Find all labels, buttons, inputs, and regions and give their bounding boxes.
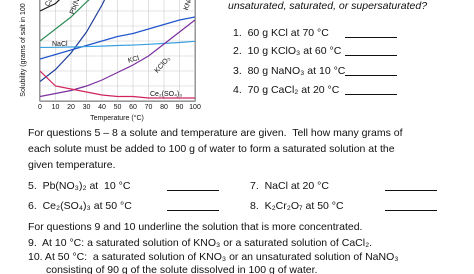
instructions: For questions 5 – 8 a solute and tempera… [28, 127, 403, 139]
question: 4. 70 g CaCl₂ at 20 °C [233, 84, 340, 96]
y-axis-label: Solubility (grams of salt in 100 [20, 3, 27, 96]
solubility-curve [40, 40, 195, 49]
solubility-curve [40, 19, 195, 98]
curve-label: KCl [127, 55, 140, 65]
x-tick-label: 40 [98, 104, 106, 111]
solubility-curve [40, 0, 90, 42]
question: 10. At 50 °C: a saturated solution of KN… [28, 251, 399, 263]
answer-blank [345, 27, 397, 38]
answer-blank [167, 180, 219, 191]
solubility-chart: Solubility (grams of salt in 100 Tempera… [20, 0, 201, 122]
answer-blank [167, 200, 219, 211]
x-tick-label: 70 [145, 104, 153, 111]
solubility-curve [40, 0, 106, 82]
answer-blank [345, 84, 397, 95]
intro: unsaturated, saturated, or supersaturate… [228, 0, 428, 12]
curve-label: NaCl [52, 41, 68, 48]
x-tick-label: 90 [176, 104, 184, 111]
curve-label: KNO₃ [183, 0, 195, 11]
x-tick-label: 10 [52, 104, 60, 111]
question: consisting of 90 g of the solute dissolv… [46, 264, 318, 274]
x-tick-label: 0 [38, 104, 42, 111]
question: 7. NaCl at 20 °C [250, 180, 329, 192]
x-tick-label: 80 [160, 104, 168, 111]
instructions: given temperature. [28, 159, 116, 171]
question: 6. Ce₂(SO₄)₃ at 50 °C [28, 200, 132, 212]
x-tick-label: 100 [189, 104, 201, 111]
answer-blank [345, 45, 397, 56]
curve-label: CaCl₂ [44, 0, 59, 8]
answer-blank [345, 65, 397, 76]
solubility-curve [40, 70, 195, 99]
answer-blank [385, 180, 437, 191]
question: 1. 60 g KCl at 70 °C [233, 27, 329, 39]
solubility-curve [40, 16, 195, 60]
answer-blank [385, 200, 437, 211]
question: 8. K₂Cr₂O₇ at 50 °C [250, 200, 344, 212]
x-tick-label: 60 [129, 104, 137, 111]
question: 5. Pb(NO₃)₂ at 10 °C [28, 180, 131, 192]
x-tick-label: 20 [67, 104, 75, 111]
x-tick-label: 30 [83, 104, 91, 111]
question: 9. At 10 °C: a saturated solution of KNO… [28, 237, 373, 249]
curve-label: Ce₂(SO₄)₃ [150, 91, 182, 98]
question: 3. 80 g NaNO₃ at 10 °C [233, 65, 346, 77]
x-tick-label: 50 [114, 104, 122, 111]
question: 2. 10 g KClO₃ at 60 °C [233, 45, 342, 57]
instructions: For questions 9 and 10 underline the sol… [28, 221, 363, 233]
x-axis-label: Temperature (°C) [90, 114, 144, 122]
instructions: each solute must be added to 100 g of wa… [28, 143, 395, 155]
